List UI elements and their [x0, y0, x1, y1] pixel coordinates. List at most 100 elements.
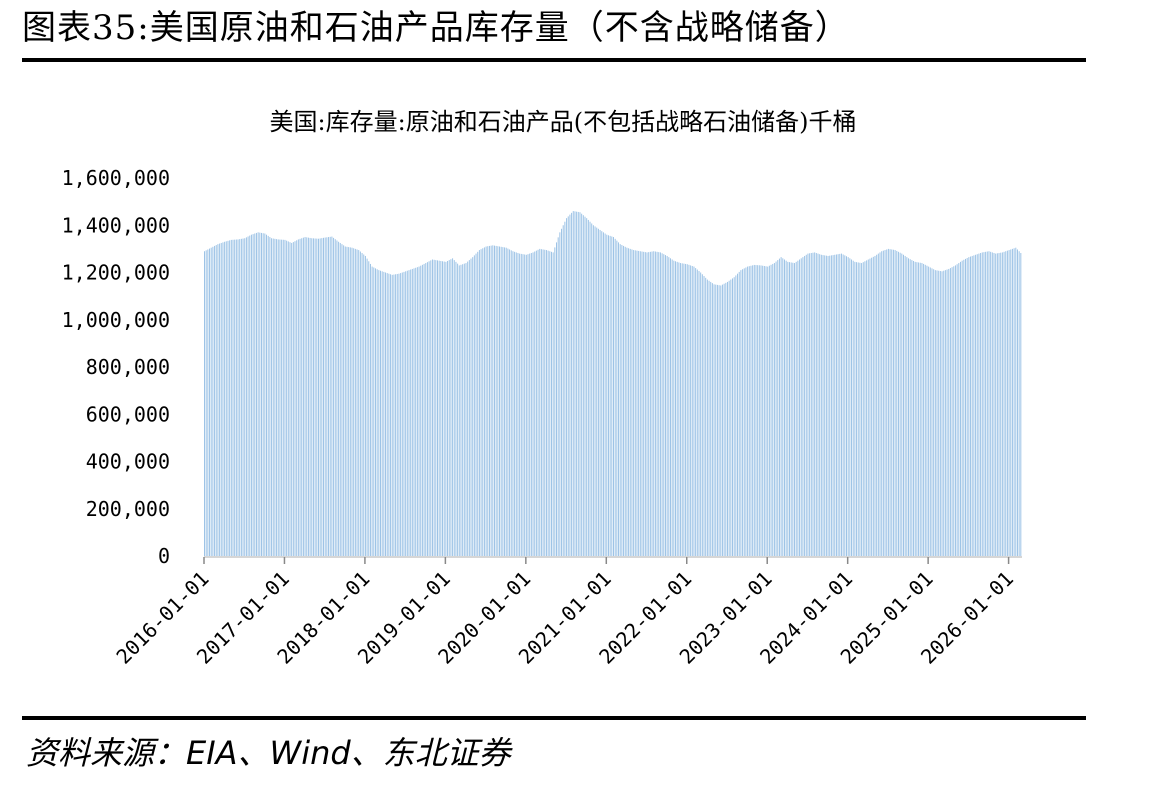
bar — [864, 261, 866, 556]
bar — [1020, 253, 1022, 556]
bar — [949, 268, 951, 556]
bar — [277, 239, 279, 556]
bar — [735, 275, 737, 556]
bar — [220, 242, 222, 556]
bar — [304, 237, 306, 556]
bar — [926, 265, 928, 556]
bar — [775, 261, 777, 556]
bar — [800, 258, 802, 556]
bar — [488, 245, 490, 557]
bar — [299, 238, 301, 556]
bar — [894, 250, 896, 556]
bar — [393, 274, 395, 556]
bar — [787, 261, 789, 556]
y-tick-label: 1,400,000 — [62, 213, 170, 237]
bar — [701, 274, 703, 556]
bar — [316, 238, 318, 556]
bar — [219, 243, 221, 556]
bar — [448, 260, 450, 556]
bar — [460, 264, 462, 556]
bar — [596, 227, 598, 557]
bar — [1005, 251, 1007, 557]
bar — [664, 255, 666, 556]
bar — [230, 239, 232, 556]
bar — [473, 255, 475, 556]
bar — [435, 260, 437, 556]
bar — [616, 240, 618, 557]
bar — [276, 239, 278, 556]
bar — [442, 261, 444, 556]
bar — [395, 274, 397, 556]
bar — [609, 235, 611, 556]
bar — [825, 255, 827, 557]
bar — [809, 253, 811, 557]
bar — [879, 252, 881, 557]
bar — [959, 261, 961, 556]
bar — [286, 240, 288, 557]
bar — [718, 285, 720, 556]
bar — [762, 265, 764, 556]
bar — [294, 241, 296, 556]
bar — [341, 244, 343, 556]
bar — [844, 255, 846, 556]
bar — [453, 260, 455, 556]
bar — [998, 253, 1000, 556]
bar — [966, 258, 968, 556]
bar — [824, 255, 826, 556]
bar — [597, 228, 599, 557]
bar — [846, 256, 847, 556]
bar — [733, 277, 735, 556]
bar — [353, 248, 355, 556]
bar — [799, 259, 801, 556]
bar — [783, 259, 785, 556]
bar — [777, 260, 779, 556]
bar — [209, 248, 211, 556]
bar — [592, 225, 594, 556]
bar — [892, 249, 894, 556]
bar — [312, 238, 314, 557]
y-tick-label: 600,000 — [86, 402, 170, 426]
bar — [292, 242, 294, 556]
bar — [574, 211, 576, 556]
bar — [1011, 248, 1013, 557]
bar — [572, 211, 574, 556]
bar — [400, 273, 402, 556]
bar — [559, 232, 561, 556]
bar — [380, 270, 381, 556]
bar — [877, 253, 879, 556]
bar — [990, 251, 992, 556]
bar — [396, 273, 398, 556]
bar — [862, 262, 864, 556]
bar — [685, 263, 687, 556]
bar — [854, 261, 856, 556]
bar — [550, 251, 552, 556]
bar — [388, 273, 390, 556]
bar — [366, 258, 368, 556]
bar — [520, 253, 522, 556]
bar — [359, 251, 361, 556]
bar — [668, 257, 670, 556]
y-tick-label: 400,000 — [86, 450, 170, 474]
bar — [413, 268, 415, 556]
bar — [726, 281, 728, 556]
bar — [411, 268, 413, 556]
bar — [514, 251, 516, 556]
bar — [214, 245, 216, 557]
bar — [730, 279, 732, 556]
bar — [882, 250, 884, 556]
bar — [373, 267, 375, 556]
bar — [941, 271, 943, 556]
bar — [847, 257, 849, 556]
bar — [1013, 248, 1015, 556]
bar — [710, 281, 712, 556]
bar — [939, 271, 941, 556]
bar — [683, 263, 685, 556]
bar — [829, 255, 831, 557]
bar — [631, 249, 633, 556]
bar — [344, 246, 346, 556]
bar — [418, 266, 420, 556]
y-tick-label: 800,000 — [86, 355, 170, 379]
bar — [470, 258, 472, 556]
bar — [314, 238, 316, 557]
bar — [381, 271, 383, 556]
